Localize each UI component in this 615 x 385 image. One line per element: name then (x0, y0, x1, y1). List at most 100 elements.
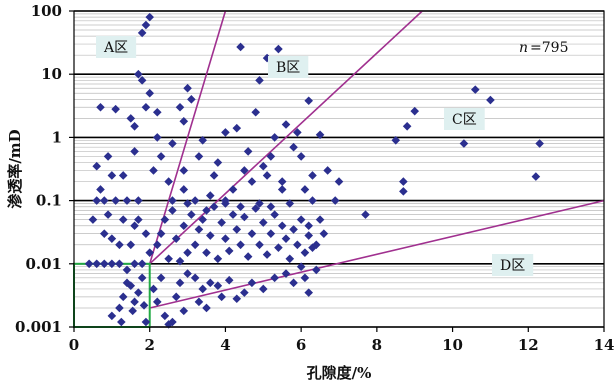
data-point (361, 210, 370, 219)
data-point (142, 229, 151, 238)
zone-a-label: A区 (103, 40, 128, 56)
data-point (206, 191, 215, 200)
data-point (282, 120, 291, 129)
data-point (297, 215, 306, 224)
data-point (399, 177, 408, 186)
data-point (301, 274, 310, 283)
data-point (134, 288, 143, 297)
data-point (89, 215, 98, 224)
data-point (202, 304, 211, 313)
x-tick-label: 6 (296, 336, 306, 354)
data-point (206, 231, 215, 240)
data-point (142, 21, 151, 30)
data-point (183, 84, 192, 93)
data-point (486, 96, 495, 105)
data-point (270, 274, 279, 283)
data-point (119, 215, 128, 224)
data-point (304, 221, 313, 230)
data-point (532, 172, 541, 181)
x-axis-title: 孔隙度/% (307, 364, 372, 382)
zone-c-label: C区 (452, 112, 477, 128)
data-point (282, 234, 291, 243)
data-point (179, 185, 188, 194)
data-point (202, 248, 211, 257)
y-axis-title: 渗透率/mD (6, 129, 24, 208)
data-point (225, 276, 234, 285)
zone-d-label: D区 (500, 258, 525, 274)
data-point (145, 89, 154, 98)
data-point (100, 229, 109, 238)
data-point (130, 147, 139, 156)
data-point (149, 166, 158, 175)
data-point (104, 210, 113, 219)
data-point (161, 312, 170, 321)
data-point (229, 185, 238, 194)
sample-count-symbol: n (519, 40, 528, 56)
data-point (304, 288, 313, 297)
data-point (138, 274, 147, 283)
y-tick-label: 1 (52, 128, 62, 146)
data-point (157, 152, 166, 161)
data-point (308, 171, 317, 180)
data-point (104, 152, 113, 161)
data-point (335, 177, 344, 186)
data-point (259, 162, 268, 171)
data-point (214, 254, 223, 263)
data-point (126, 240, 135, 249)
x-tick-label: 0 (69, 336, 79, 354)
data-point (293, 240, 302, 249)
data-point (108, 234, 117, 243)
data-point (210, 171, 219, 180)
data-point (221, 128, 230, 137)
data-point (130, 122, 139, 131)
data-point (285, 254, 294, 263)
data-point (304, 231, 313, 240)
data-point (217, 293, 226, 302)
data-point (232, 124, 241, 133)
data-point (259, 285, 268, 294)
data-point (115, 240, 124, 249)
data-point (108, 171, 117, 180)
data-point (270, 210, 279, 219)
data-point (244, 147, 253, 156)
data-point (267, 229, 276, 238)
data-point (320, 229, 329, 238)
data-point (240, 213, 249, 222)
zone-b-label: B区 (276, 60, 300, 76)
data-point (140, 301, 149, 310)
sample-count-value: =795 (530, 40, 568, 56)
data-point (289, 279, 298, 288)
data-point (111, 105, 120, 114)
data-point (301, 248, 310, 257)
data-point (301, 185, 310, 194)
data-point (240, 288, 249, 297)
data-point (316, 215, 325, 224)
data-point (274, 45, 283, 54)
data-point (198, 285, 207, 294)
data-point (304, 96, 313, 105)
data-point (195, 152, 204, 161)
data-point (157, 274, 166, 283)
data-point (191, 274, 200, 283)
data-point (278, 221, 287, 230)
data-point (130, 298, 139, 307)
data-point (176, 279, 185, 288)
data-point (236, 240, 245, 249)
x-tick-label: 12 (518, 336, 539, 354)
x-tick-label: 4 (220, 336, 230, 354)
data-point (183, 269, 192, 278)
zone-boundary-line-3 (150, 201, 604, 308)
data-point (225, 247, 234, 256)
data-point (399, 187, 408, 196)
x-tick-label: 14 (594, 336, 615, 354)
x-tick-label: 10 (442, 336, 463, 354)
data-point (471, 85, 480, 94)
data-point (187, 210, 196, 219)
data-point (108, 312, 117, 321)
data-point (168, 206, 177, 215)
x-tick-label: 2 (144, 336, 154, 354)
zone-labels: A区 B区 C区 D区 n =795 (96, 36, 568, 276)
data-point (153, 108, 162, 117)
data-point (323, 166, 332, 175)
data-point (297, 152, 306, 161)
